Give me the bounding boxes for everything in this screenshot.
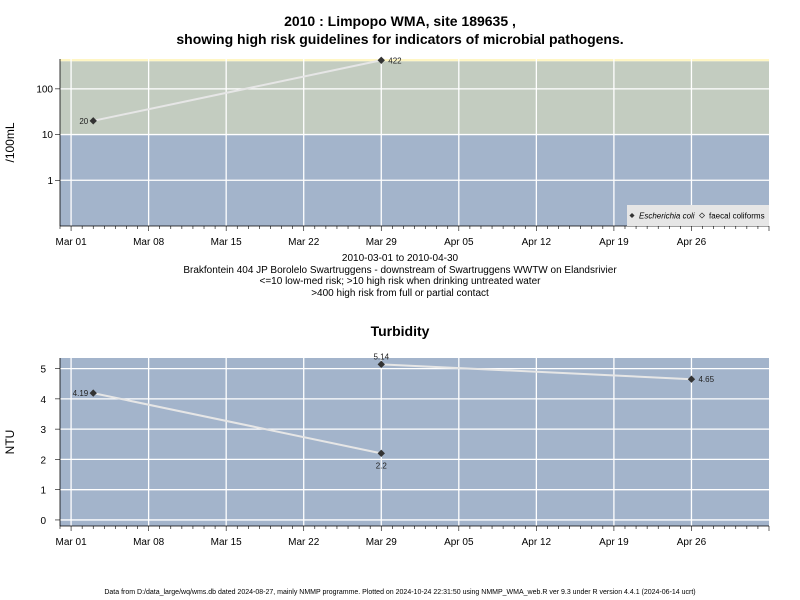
chart1-data-label: 422	[388, 56, 402, 65]
chart2-x-tick-label: Mar 29	[366, 537, 398, 548]
chart1-mid-risk-band	[60, 61, 769, 135]
chart1-title-line2: showing high risk guidelines for indicat…	[176, 31, 624, 47]
chart1-x-tick-label: Mar 29	[366, 237, 398, 248]
chart2-turbidity-point	[377, 360, 385, 369]
chart2-y-axis-label: NTU	[3, 430, 17, 455]
chart2-data-label: 4.65	[698, 375, 714, 384]
chart2-data-label: 4.19	[73, 389, 89, 398]
chart2-turbidity-point	[687, 375, 696, 383]
chart1-high-risk-band	[60, 59, 769, 62]
chart1-y-axis-label: /100mL	[3, 122, 17, 162]
chart2-turbidity-point	[377, 449, 385, 458]
chart2-turbidity-series-line	[93, 392, 382, 455]
chart2-y-tick-label: 1	[40, 486, 46, 497]
chart1-caption-date-range: 2010-03-01 to 2010-04-30	[341, 253, 459, 264]
chart1-x-tick-label: Apr 26	[677, 237, 707, 248]
chart2-data-label: 5.14	[373, 352, 389, 361]
chart1-x-tick-label: Apr 12	[522, 237, 552, 248]
chart1-y-tick-label: 100	[36, 84, 53, 95]
footer-note: Data from D:/data_large/wq/wms.db dated …	[104, 589, 696, 596]
chart2-x-tick-label: Apr 05	[444, 537, 474, 548]
chart2-turbidity-point	[89, 389, 97, 397]
chart2-x-tick-label: Apr 19	[599, 537, 629, 548]
chart1-caption-high-risk: >400 high risk from full or partial cont…	[311, 287, 489, 299]
chart1-caption-low-risk: <=10 low-med risk; >10 high risk when dr…	[259, 276, 541, 287]
chart2-x-tick-label: Apr 12	[522, 537, 552, 548]
chart1-legend-box	[627, 205, 769, 226]
chart1-legend-faecal-marker	[698, 212, 706, 219]
chart2-data-label: 2.2	[376, 461, 388, 470]
chart1-x-tick-label: Apr 05	[444, 237, 474, 248]
chart2-turbidity-series-line	[381, 363, 692, 381]
chart2-y-tick-label: 2	[40, 455, 46, 466]
chart1-legend-ecoli-label: Escherichia coli	[639, 212, 695, 221]
chart1-ecoli-point	[89, 117, 97, 125]
chart1-x-tick-label: Mar 22	[288, 237, 320, 248]
chart2-y-tick-label: 4	[40, 395, 46, 406]
chart1-legend-faecal-label: faecal coliforms	[709, 212, 765, 221]
chart1-ecoli-series-line	[93, 59, 382, 122]
chart1-title-line1: 2010 : Limpopo WMA, site 189635 ,	[284, 13, 516, 29]
chart2-x-tick-label: Mar 15	[211, 537, 243, 548]
chart2-x-tick-label: Apr 26	[677, 537, 707, 548]
chart2-y-tick-label: 3	[40, 425, 46, 436]
chart1-x-tick-label: Mar 15	[211, 237, 243, 248]
chart1-y-tick-label: 10	[42, 130, 54, 141]
chart2-y-tick-label: 5	[40, 365, 46, 376]
chart1-caption-site: Brakfontein 404 JP Borolelo Swartruggens…	[183, 264, 617, 276]
chart1-data-label: 20	[79, 117, 88, 126]
chart2-x-tick-label: Mar 01	[56, 537, 88, 548]
chart2-x-tick-label: Mar 22	[288, 537, 320, 548]
chart1-x-tick-label: Mar 01	[56, 237, 88, 248]
chart2-plot-area	[60, 358, 769, 526]
chart2-title: Turbidity	[370, 323, 430, 339]
chart1-y-tick-label: 1	[47, 176, 53, 187]
chart2-x-tick-label: Mar 08	[133, 537, 165, 548]
chart1-x-tick-label: Apr 19	[599, 237, 629, 248]
chart2-y-tick-label: 0	[40, 516, 46, 527]
chart1-ecoli-point	[377, 56, 385, 64]
chart1-x-tick-label: Mar 08	[133, 237, 165, 248]
